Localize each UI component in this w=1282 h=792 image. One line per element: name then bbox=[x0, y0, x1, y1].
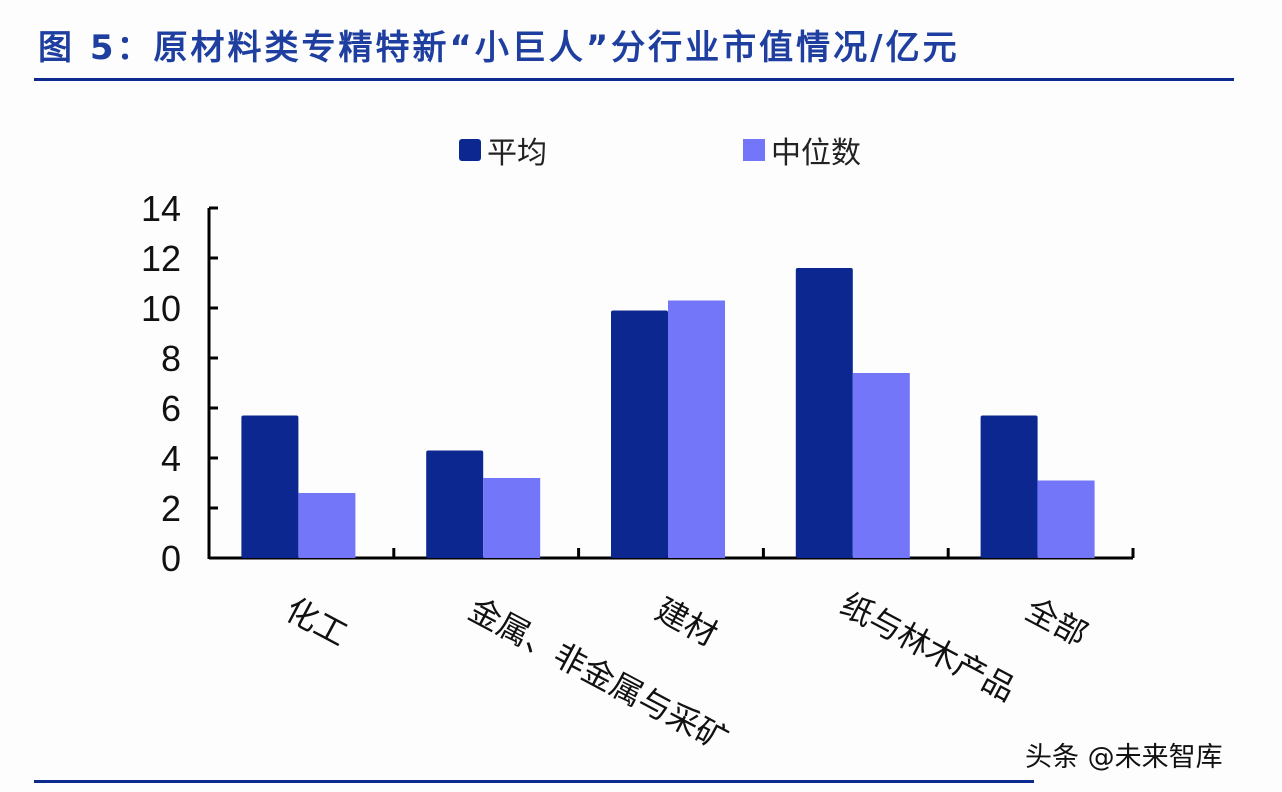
y-tick-label: 14 bbox=[141, 188, 181, 229]
chart-title: 图 5：原材料类专精特新“小巨人”分行业市值情况/亿元 bbox=[38, 28, 960, 68]
y-tick-label: 2 bbox=[161, 488, 181, 529]
bar-average bbox=[980, 415, 1038, 558]
watermark: 头条 @未来智库 bbox=[1025, 742, 1223, 773]
title-divider bbox=[34, 78, 1234, 81]
legend-label-median: 中位数 bbox=[771, 136, 861, 171]
legend-swatch-median bbox=[743, 139, 765, 161]
y-tick-label: 12 bbox=[141, 238, 181, 279]
legend-swatch-average bbox=[459, 139, 481, 161]
bar-median bbox=[1037, 480, 1095, 558]
bar-median bbox=[298, 493, 356, 558]
y-tick-label: 4 bbox=[161, 438, 181, 479]
legend-item-median: 中位数 bbox=[743, 128, 861, 172]
legend-label-average: 平均 bbox=[487, 136, 547, 171]
bar-average bbox=[795, 268, 853, 558]
bar-median bbox=[483, 478, 541, 558]
bar-average bbox=[426, 450, 484, 558]
bar-average bbox=[241, 415, 299, 558]
bar-median bbox=[852, 373, 910, 558]
y-tick-label: 10 bbox=[141, 288, 181, 329]
legend-item-average: 平均 bbox=[459, 128, 547, 172]
y-tick-label: 0 bbox=[161, 538, 181, 579]
y-tick-label: 8 bbox=[161, 338, 181, 379]
bar-median bbox=[668, 300, 725, 558]
footer-divider bbox=[34, 780, 1034, 783]
y-tick-label: 6 bbox=[161, 388, 181, 429]
bar-average bbox=[611, 310, 668, 558]
